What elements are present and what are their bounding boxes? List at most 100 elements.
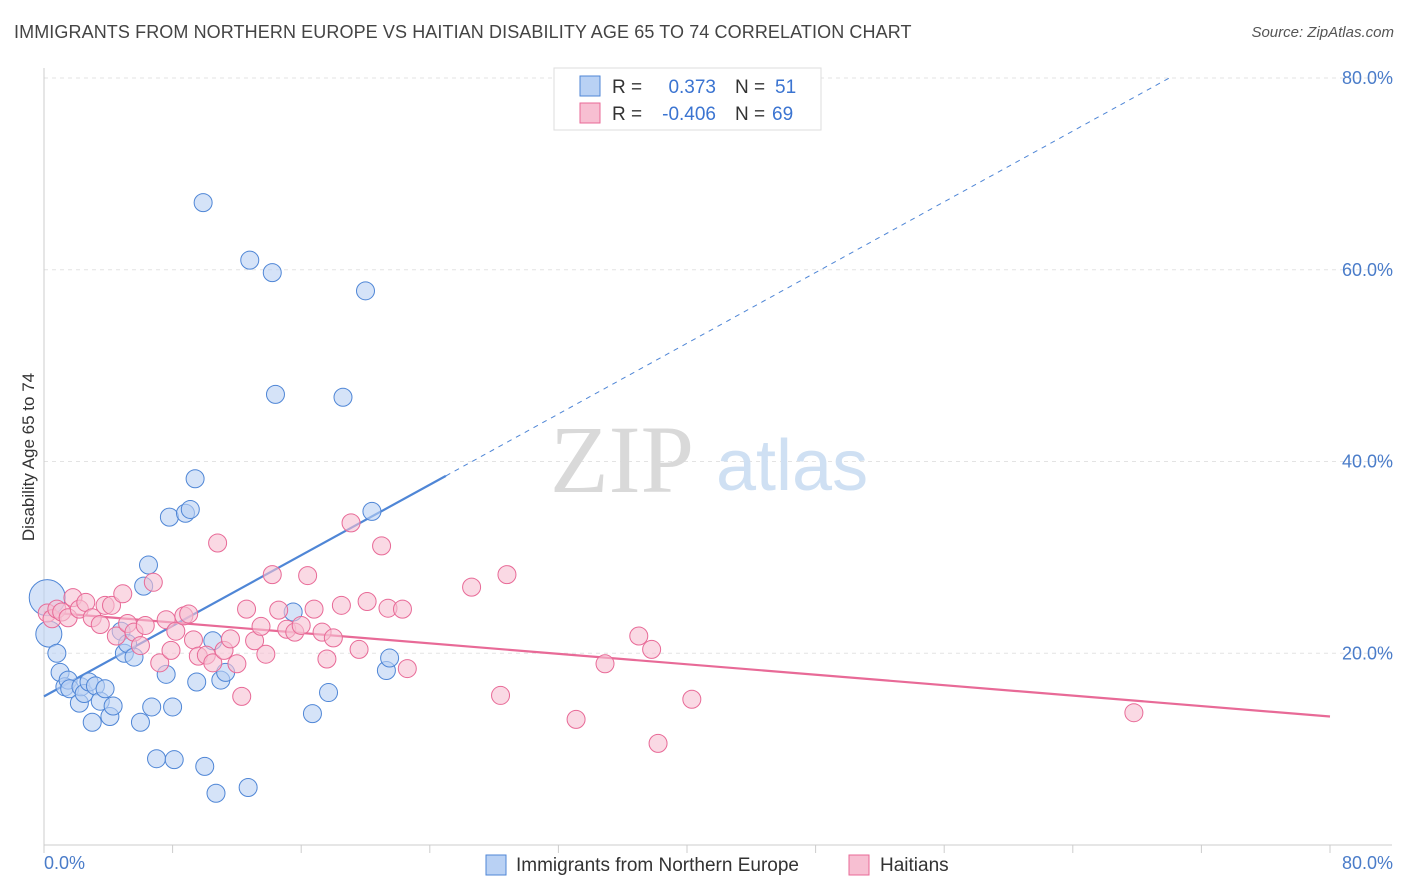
legend-n-value-1: 51: [775, 77, 796, 98]
watermark: ZIP atlas: [550, 406, 868, 513]
point-haitians-17: [135, 615, 155, 635]
point-haitians-49: [341, 513, 361, 533]
stats-legend: R = 0.373 N = 51 R = -0.406 N = 69: [553, 67, 822, 131]
legend-swatch-blue: [579, 75, 601, 97]
point-immigrants-34: [193, 193, 213, 213]
legend-r-label-1: R =: [612, 77, 642, 98]
point-immigrants-24: [142, 697, 162, 717]
point-haitians-28: [203, 653, 223, 673]
point-haitians-59: [566, 709, 586, 729]
source-note: Source: ZipAtlas.com: [1251, 24, 1394, 41]
point-haitians-38: [262, 565, 282, 585]
legend-n-label-2: N =: [735, 104, 765, 125]
point-immigrants-33: [187, 672, 207, 692]
watermark-zip: ZIP: [550, 406, 694, 513]
point-haitians-57: [491, 685, 511, 705]
point-haitians-51: [357, 591, 377, 611]
point-haitians-37: [256, 644, 276, 664]
point-haitians-48: [331, 595, 351, 615]
point-immigrants-25: [147, 749, 167, 769]
y-tick-labels: 20.0% 40.0% 60.0% 80.0%: [1342, 68, 1393, 663]
point-haitians-61: [629, 626, 649, 646]
point-haitians-25: [183, 630, 203, 650]
point-haitians-52: [372, 536, 392, 556]
point-haitians-24: [179, 604, 199, 624]
point-haitians-58: [497, 565, 517, 585]
point-immigrants-11: [82, 712, 102, 732]
legend-r-value-1: 0.373: [668, 77, 716, 98]
point-haitians-47: [323, 628, 343, 648]
series-legend-label-pink: Haitians: [880, 855, 949, 876]
point-immigrants-40: [238, 777, 258, 797]
point-haitians-62: [642, 639, 662, 659]
series-legend-label-blue: Immigrants from Northern Europe: [516, 855, 799, 876]
point-immigrants-16: [103, 696, 123, 716]
point-haitians-9: [90, 614, 110, 634]
legend-r-value-2: -0.406: [662, 104, 716, 125]
gridlines: [44, 77, 1392, 654]
axes: [43, 68, 1392, 853]
point-immigrants-46: [319, 683, 339, 703]
series-legend: Immigrants from Northern Europe Haitians: [485, 854, 949, 876]
point-haitians-19: [150, 653, 170, 673]
point-haitians-11: [102, 595, 122, 615]
y-tick-label-2: 60.0%: [1342, 260, 1393, 280]
point-immigrants-51: [380, 648, 400, 668]
point-immigrants-14: [95, 679, 115, 699]
page-title: IMMIGRANTS FROM NORTHERN EUROPE VS HAITI…: [14, 22, 912, 42]
y-tick-label-3: 80.0%: [1342, 68, 1393, 88]
point-immigrants-45: [302, 704, 322, 724]
point-haitians-18: [143, 572, 163, 592]
point-immigrants-35: [195, 756, 215, 776]
point-haitians-21: [161, 640, 181, 660]
point-immigrants-31: [180, 499, 200, 519]
point-haitians-63: [648, 733, 668, 753]
point-immigrants-47: [333, 387, 353, 407]
point-haitians-13: [113, 584, 133, 604]
point-immigrants-41: [240, 250, 260, 270]
series-legend-swatch-blue: [485, 854, 507, 876]
legend-n-label-1: N =: [735, 77, 765, 98]
point-immigrants-49: [362, 501, 382, 521]
point-haitians-46: [317, 649, 337, 669]
legend-swatch-pink: [579, 102, 601, 124]
point-haitians-64: [682, 689, 702, 709]
legend-n-value-2: 69: [772, 104, 793, 125]
x-tick-label-1: 80.0%: [1342, 853, 1393, 873]
point-haitians-65: [1124, 703, 1144, 723]
point-immigrants-32: [185, 469, 205, 489]
point-haitians-43: [298, 566, 318, 586]
point-haitians-31: [220, 629, 240, 649]
legend-r-label-2: R =: [612, 104, 642, 125]
point-haitians-56: [462, 577, 482, 597]
point-haitians-36: [251, 616, 271, 636]
point-haitians-50: [349, 639, 369, 659]
point-haitians-44: [304, 599, 324, 619]
point-haitians-33: [232, 686, 252, 706]
point-haitians-42: [291, 615, 311, 635]
point-immigrants-37: [206, 783, 226, 803]
series-legend-swatch-pink: [848, 854, 870, 876]
x-tick-labels: 0.0% 80.0%: [44, 853, 1393, 873]
trend-line-immigrants-extension: [445, 77, 1170, 477]
point-immigrants-23: [138, 555, 158, 575]
point-haitians-16: [130, 636, 150, 656]
point-immigrants-29: [164, 750, 184, 770]
trend-lines: [43, 77, 1331, 718]
points-haitians: [37, 513, 1144, 753]
point-immigrants-42: [262, 263, 282, 283]
point-immigrants-27: [159, 507, 179, 527]
point-immigrants-21: [130, 712, 150, 732]
y-axis-label: Disability Age 65 to 74: [19, 373, 38, 541]
point-immigrants-2: [47, 643, 67, 663]
point-haitians-54: [392, 599, 412, 619]
points-immigrants-northern-europe: [28, 193, 400, 803]
point-haitians-32: [227, 654, 247, 674]
point-haitians-60: [595, 654, 615, 674]
point-immigrants-43: [265, 384, 285, 404]
point-haitians-34: [237, 599, 257, 619]
x-tick-label-0: 0.0%: [44, 853, 85, 873]
point-immigrants-48: [356, 281, 375, 301]
point-haitians-39: [269, 600, 289, 620]
